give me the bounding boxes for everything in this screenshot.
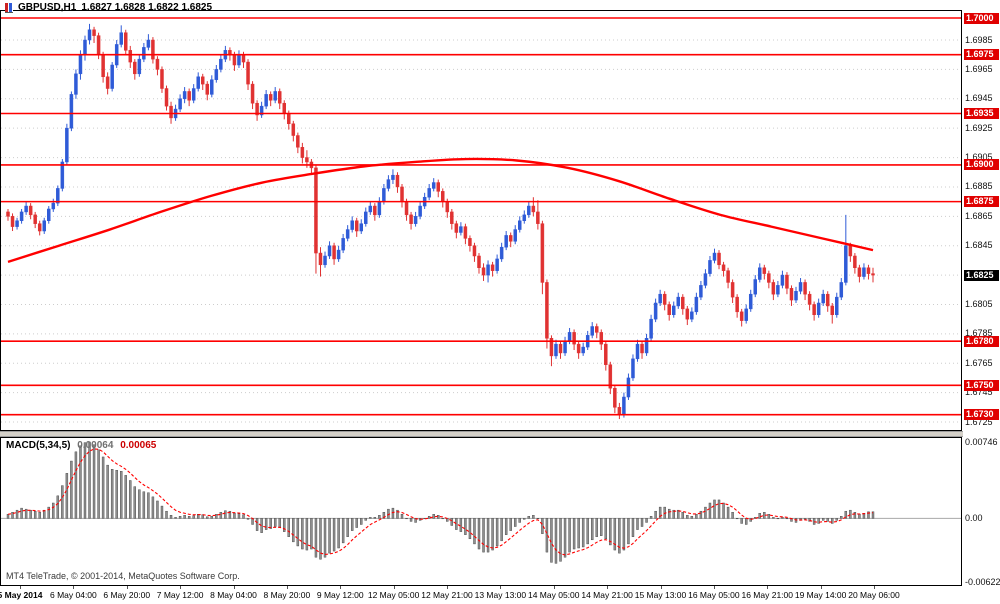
time-axis-tick bbox=[767, 586, 769, 589]
time-axis-label: 16 May 05:00 bbox=[688, 590, 740, 600]
time-axis-label: 20 May 06:00 bbox=[848, 590, 900, 600]
macd-label: MACD(5,34,5) 0.00064 0.00065 bbox=[6, 440, 156, 451]
price-tick-label: 1.6845 bbox=[965, 240, 993, 251]
candlesticks bbox=[6, 23, 875, 420]
moving-average-line bbox=[7, 157, 874, 264]
time-axis-tick bbox=[126, 586, 128, 589]
panel-divider[interactable] bbox=[0, 431, 1000, 437]
time-axis-tick bbox=[180, 586, 182, 589]
price-tick-label: 1.6905 bbox=[965, 152, 993, 163]
time-axis-tick bbox=[233, 586, 235, 589]
time-axis-tick bbox=[393, 586, 395, 589]
macd-axis-label: 0.00 bbox=[965, 512, 983, 523]
time-axis-tick bbox=[20, 586, 21, 589]
price-tick-label: 1.6945 bbox=[965, 93, 993, 104]
time-axis-label: 8 May 04:00 bbox=[210, 590, 257, 600]
time-axis-tick bbox=[820, 586, 822, 589]
time-axis-label: 9 May 12:00 bbox=[316, 590, 364, 600]
time-axis-label: 13 May 13:00 bbox=[474, 590, 527, 600]
time-axis-label: 14 May 05:00 bbox=[527, 590, 580, 600]
price-axis[interactable]: 1.6985 1.6965 1.6945 1.6925 1.6905 1.6885 1.68… bbox=[963, 0, 1000, 604]
level-price-label: 1.6730 bbox=[964, 409, 999, 421]
price-chart[interactable] bbox=[0, 0, 963, 433]
price-tick-label: 1.6745 bbox=[965, 387, 993, 398]
price-tick-label: 1.6985 bbox=[965, 34, 993, 45]
time-axis-label: 8 May 20:00 bbox=[263, 590, 311, 600]
time-axis-label: 12 May 05:00 bbox=[367, 590, 420, 600]
time-axis-tick bbox=[713, 586, 715, 589]
macd-value-main: 0.00064 bbox=[77, 440, 114, 451]
time-axis-tick bbox=[340, 586, 342, 589]
macd-frame bbox=[0, 437, 962, 586]
level-price-label: 1.6975 bbox=[964, 49, 999, 61]
symbol-period-label: GBPUSD,H1 bbox=[18, 2, 77, 13]
time-axis-label: 14 May 21:00 bbox=[581, 590, 633, 600]
price-tick-label: 1.6925 bbox=[965, 122, 993, 133]
macd-histogram bbox=[6, 441, 875, 564]
level-price-label: 1.6750 bbox=[964, 379, 999, 391]
price-tick-label: 1.6805 bbox=[965, 298, 993, 309]
time-axis[interactable]: 5 May 2014 6 May 04:00 6 May 20:00 7 May 12… bbox=[0, 586, 1000, 604]
time-axis-label: 19 May 14:00 bbox=[794, 590, 847, 600]
time-axis-label: 7 May 12:00 bbox=[156, 590, 204, 600]
time-axis-tick bbox=[73, 586, 75, 589]
macd-axis-label: 0.00746 bbox=[965, 436, 998, 447]
time-axis-tick bbox=[553, 586, 555, 589]
level-price-label: 1.6935 bbox=[964, 107, 999, 119]
time-axis-label: 5 May 2014 bbox=[0, 590, 43, 600]
time-axis-label: 15 May 13:00 bbox=[634, 590, 687, 600]
level-price-label: 1.7000 bbox=[964, 12, 999, 24]
time-axis-label: 12 May 21:00 bbox=[421, 590, 473, 600]
chart-frame bbox=[0, 10, 962, 431]
price-tick-label: 1.6885 bbox=[965, 181, 993, 192]
copyright-text: MT4 TeleTrade, © 2001-2014, MetaQuotes S… bbox=[6, 571, 240, 581]
level-price-label: 1.6900 bbox=[964, 159, 999, 171]
macd-name: MACD(5,34,5) bbox=[6, 440, 71, 451]
symbol-info: GBPUSD,H1 1.6827 1.6828 1.6822 1.6825 bbox=[5, 2, 212, 13]
level-price-label: 1.6875 bbox=[964, 196, 999, 208]
ohlc-values: 1.6827 1.6828 1.6822 1.6825 bbox=[81, 2, 213, 13]
price-tick-label: 1.6785 bbox=[965, 328, 993, 339]
time-axis-label: 6 May 20:00 bbox=[103, 590, 151, 600]
current-price-label: 1.6825 bbox=[964, 269, 999, 281]
time-axis-tick bbox=[660, 586, 662, 589]
time-axis-label: 16 May 21:00 bbox=[741, 590, 794, 600]
macd-indicator-panel[interactable] bbox=[0, 437, 963, 587]
horizontal-level-lines bbox=[1, 17, 961, 416]
price-tick-label: 1.6865 bbox=[965, 210, 993, 221]
chart-icon bbox=[5, 2, 13, 13]
macd-signal-line bbox=[7, 448, 874, 556]
time-axis-tick bbox=[286, 586, 288, 589]
time-axis-tick bbox=[500, 586, 502, 589]
price-tick-label: 1.6725 bbox=[965, 416, 993, 427]
level-price-label: 1.6780 bbox=[964, 335, 999, 347]
time-axis-tick bbox=[607, 586, 609, 589]
time-axis-tick bbox=[874, 586, 875, 589]
time-axis-label: 6 May 04:00 bbox=[49, 590, 97, 600]
macd-value-signal: 0.00065 bbox=[120, 440, 157, 451]
price-tick-label: 1.6965 bbox=[965, 63, 993, 74]
macd-axis-label: -0.00622 bbox=[965, 576, 1000, 587]
price-tick-label: 1.6765 bbox=[965, 357, 993, 368]
price-gridlines bbox=[1, 39, 961, 423]
time-axis-tick bbox=[447, 586, 448, 589]
